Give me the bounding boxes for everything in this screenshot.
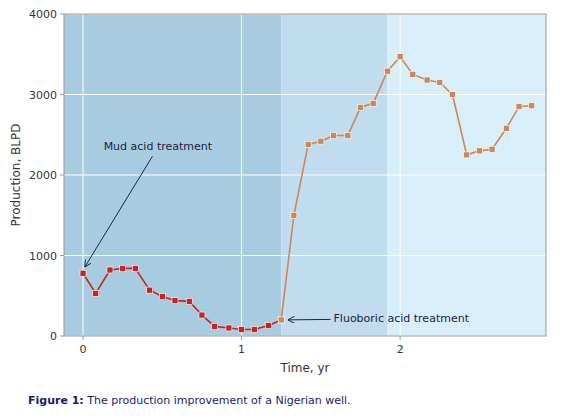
grid-line-y — [64, 255, 546, 256]
caption: Figure 1: The production improvement of … — [28, 394, 351, 407]
series-marker — [107, 267, 113, 273]
annotation-arrow — [288, 319, 330, 320]
x-tick-label: 1 — [238, 343, 245, 356]
series-marker — [159, 294, 165, 300]
chart: 0 1 2 0 1000 2000 3000 4000 Time, yr Production, … — [0, 0, 562, 418]
y-tick — [60, 255, 64, 256]
series-marker — [529, 103, 535, 109]
series-marker — [239, 327, 245, 333]
series-marker — [464, 152, 470, 158]
series-marker — [93, 290, 99, 296]
series-marker — [186, 298, 192, 304]
series-marker — [251, 327, 257, 333]
series-marker — [172, 298, 178, 304]
y-tick — [60, 336, 64, 337]
x-axis-label: Time, yr — [279, 361, 329, 375]
series-line — [83, 268, 281, 329]
y-tick — [60, 14, 64, 15]
x-tick — [400, 336, 401, 340]
series-marker — [503, 125, 509, 131]
series-marker — [489, 146, 495, 152]
grid-line-x — [400, 14, 401, 336]
annotation-text: Mud acid treatment — [104, 140, 213, 153]
y-axis-label: Production, BLPD — [9, 124, 23, 227]
series-marker — [410, 71, 416, 77]
series-marker — [278, 317, 284, 323]
series-marker — [449, 92, 455, 98]
y-tick — [60, 94, 64, 95]
series-marker — [357, 104, 363, 110]
grid-line-y — [64, 94, 546, 95]
series-marker — [147, 287, 153, 293]
series-marker — [331, 133, 337, 139]
plot-area — [64, 14, 546, 336]
x-tick — [241, 336, 242, 340]
series-marker — [516, 104, 522, 110]
axes: 0 1 2 0 1000 2000 3000 4000 — [29, 8, 404, 356]
annotation-text: Fluoboric acid treatment — [334, 312, 470, 325]
grid-line-x — [241, 14, 242, 336]
series-marker — [120, 265, 126, 271]
series-marker — [291, 212, 297, 218]
y-tick-label: 0 — [50, 330, 57, 343]
x-tick-label: 0 — [80, 343, 87, 356]
series-marker — [318, 138, 324, 144]
series-marker — [476, 148, 482, 154]
x-tick — [83, 336, 84, 340]
series-marker — [305, 141, 311, 147]
series-marker — [212, 323, 218, 329]
series-marker — [424, 77, 430, 83]
series-marker — [345, 133, 351, 139]
series-line — [281, 57, 532, 320]
series-marker — [266, 323, 272, 329]
y-tick-label: 3000 — [29, 89, 57, 102]
grid-line-y — [64, 175, 546, 176]
series-marker — [397, 54, 403, 60]
series-marker — [278, 317, 284, 323]
series-marker — [199, 312, 205, 318]
caption-bold: Figure 1: — [28, 394, 84, 407]
series-marker — [132, 265, 138, 271]
y-tick-label: 4000 — [29, 8, 57, 21]
y-tick — [60, 175, 64, 176]
series-marker — [437, 79, 443, 85]
x-tick-label: 2 — [397, 343, 404, 356]
y-tick-label: 2000 — [29, 169, 57, 182]
series-marker — [80, 270, 86, 276]
annotations: Mud acid treatment Fluoboric acid treatme… — [85, 140, 470, 325]
plot-frame — [64, 14, 546, 336]
series-marker — [384, 68, 390, 74]
caption-text: The production improvement of a Nigerian… — [84, 394, 351, 407]
grid-line-x — [83, 14, 84, 336]
annotation-arrow — [85, 156, 152, 266]
y-tick-label: 1000 — [29, 250, 57, 263]
series-marker — [370, 100, 376, 106]
series-marker — [226, 325, 232, 331]
